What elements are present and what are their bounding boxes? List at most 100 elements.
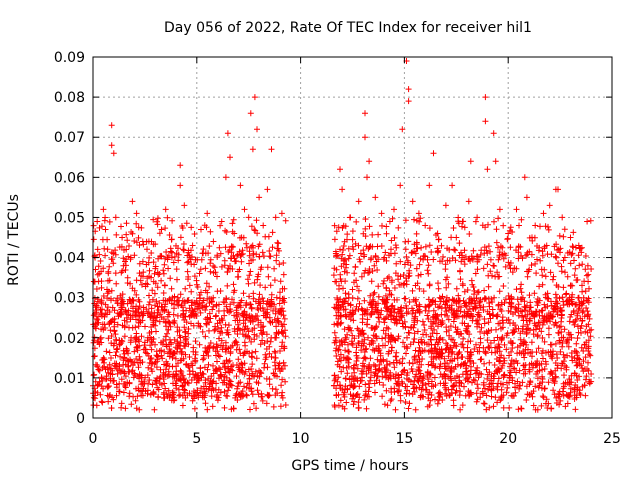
data-point — [481, 400, 488, 407]
data-point — [555, 260, 561, 267]
data-point — [425, 270, 432, 277]
data-point — [230, 299, 237, 306]
data-point — [435, 236, 442, 243]
data-point — [539, 393, 546, 400]
data-point — [339, 251, 346, 258]
data-point — [186, 371, 193, 378]
data-point — [239, 331, 246, 338]
data-point — [192, 351, 199, 358]
data-point — [527, 299, 534, 306]
data-point — [453, 285, 460, 292]
data-point — [94, 316, 101, 323]
data-point — [152, 263, 159, 270]
data-point — [346, 252, 353, 259]
data-point — [112, 352, 119, 359]
data-point — [109, 304, 116, 311]
data-point — [207, 377, 214, 384]
data-point — [94, 339, 101, 345]
data-point — [470, 247, 477, 254]
data-point — [257, 319, 264, 326]
data-point — [246, 293, 253, 300]
data-point — [104, 286, 110, 293]
data-point — [123, 231, 130, 238]
data-point — [567, 234, 574, 241]
data-point — [276, 247, 282, 254]
data-point — [162, 385, 169, 392]
data-point — [553, 254, 560, 261]
data-point — [108, 142, 115, 149]
data-point — [207, 260, 214, 267]
data-point — [152, 241, 159, 248]
data-point — [241, 350, 248, 357]
data-point — [248, 353, 255, 360]
data-point — [235, 268, 241, 275]
data-point — [253, 217, 260, 224]
data-point — [123, 220, 130, 227]
data-point — [533, 270, 540, 277]
data-point — [507, 244, 514, 251]
data-point — [112, 331, 119, 338]
data-point — [90, 312, 97, 319]
x-tick-label: 10 — [292, 431, 310, 447]
data-point — [101, 217, 108, 224]
data-point — [225, 387, 231, 394]
data-point — [249, 372, 256, 379]
data-point — [174, 338, 181, 345]
data-point — [175, 251, 182, 258]
data-point — [210, 263, 217, 269]
data-point — [198, 226, 204, 233]
data-point — [204, 366, 211, 373]
data-point — [473, 390, 480, 397]
data-point — [200, 389, 206, 396]
data-point — [331, 329, 338, 336]
data-point — [220, 342, 227, 349]
data-point — [349, 236, 356, 243]
data-point — [263, 375, 270, 382]
data-point — [277, 278, 284, 285]
data-point — [246, 375, 253, 382]
data-point — [192, 306, 198, 313]
data-point — [149, 368, 156, 375]
data-point — [431, 374, 438, 381]
data-point — [460, 335, 467, 342]
data-point — [254, 372, 261, 379]
data-point — [122, 258, 128, 265]
data-point — [217, 250, 224, 257]
data-point — [147, 313, 154, 320]
data-point — [281, 315, 288, 322]
data-point — [139, 258, 146, 265]
data-point — [271, 265, 278, 272]
data-point — [442, 202, 449, 209]
data-point — [343, 399, 350, 406]
data-point — [167, 336, 173, 343]
data-point — [464, 344, 471, 351]
data-point — [244, 244, 250, 251]
data-point — [556, 232, 563, 239]
data-point — [191, 405, 198, 412]
data-point — [129, 367, 136, 374]
data-point — [173, 242, 179, 249]
data-point — [131, 359, 138, 366]
data-point — [197, 365, 204, 372]
data-point — [245, 328, 252, 335]
data-point — [448, 234, 455, 241]
data-point — [167, 323, 174, 330]
data-point — [111, 377, 117, 384]
data-point — [154, 284, 161, 291]
data-point — [151, 406, 158, 413]
data-point — [345, 291, 352, 298]
data-point — [270, 403, 277, 410]
data-point — [241, 339, 248, 346]
data-point — [428, 249, 435, 255]
data-point — [151, 290, 158, 297]
data-point — [340, 247, 346, 253]
data-point — [230, 216, 237, 223]
data-point — [203, 349, 210, 356]
data-point — [273, 252, 280, 259]
data-point — [202, 265, 209, 272]
data-point — [214, 397, 221, 404]
data-point — [248, 338, 255, 345]
data-point — [415, 378, 422, 385]
data-point — [238, 390, 245, 397]
data-point — [275, 240, 282, 247]
